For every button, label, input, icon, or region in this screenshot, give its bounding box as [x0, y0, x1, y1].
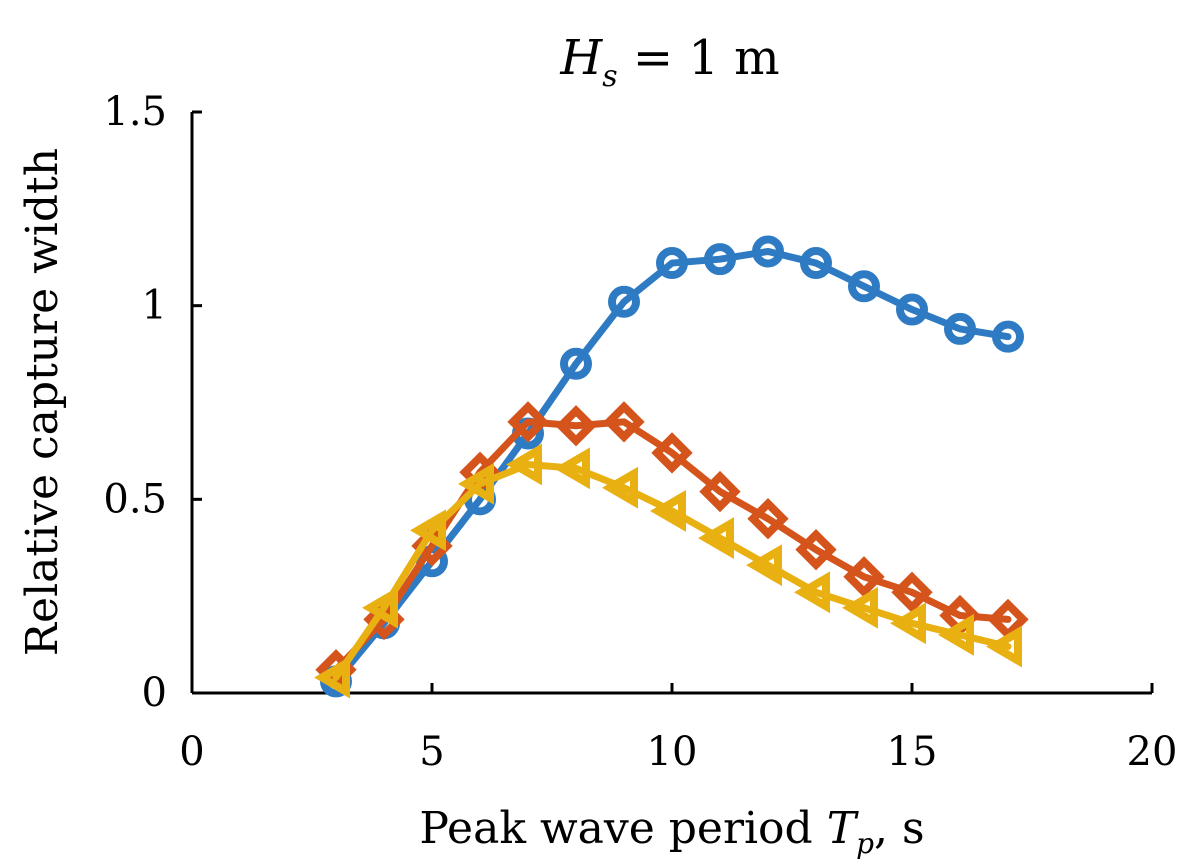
data-point-diamond	[747, 498, 789, 540]
data-point-triangle	[890, 602, 926, 645]
y-tick-label: 1	[142, 283, 167, 329]
data-point-circle	[848, 270, 880, 303]
series-3	[314, 443, 1022, 699]
labels: 0 5 10 15 20 0 0.5 1 1.5 Hs = 1 m Peak wave period…	[17, 30, 1177, 860]
axes	[190, 110, 1154, 695]
data-point-diamond	[651, 432, 693, 474]
data-point-triangle	[794, 571, 830, 614]
data-point-triangle	[458, 462, 494, 505]
data-point-triangle	[362, 586, 398, 629]
data-point-diamond	[699, 470, 741, 513]
data-point-triangle	[410, 509, 446, 552]
data-point-circle	[800, 247, 832, 280]
x-tick-label: 5	[419, 729, 444, 775]
chart-title: Hs = 1 m	[559, 30, 779, 94]
data-point-circle	[944, 312, 976, 345]
data-point-circle	[896, 293, 928, 326]
data-point-triangle	[842, 586, 878, 629]
data-point-triangle	[938, 613, 974, 656]
data-point-diamond	[891, 571, 933, 613]
data-point-diamond	[507, 401, 549, 443]
data-point-circle	[704, 243, 736, 276]
data-point-diamond	[603, 401, 645, 443]
data-point-triangle	[746, 544, 782, 587]
data-point-circle	[992, 320, 1024, 353]
data-point-triangle	[650, 489, 686, 532]
data-point-triangle	[554, 447, 590, 490]
x-tick-label: 0	[179, 729, 204, 775]
data-point-triangle	[698, 517, 734, 560]
data-point-diamond	[555, 405, 597, 447]
series-line	[332, 460, 1012, 682]
data-point-triangle	[314, 656, 350, 699]
data-point-triangle	[986, 625, 1022, 668]
y-tick-label: 0.5	[103, 476, 167, 522]
y-tick-label: 1.5	[103, 89, 167, 135]
data-point-circle	[752, 235, 784, 268]
data-point-triangle	[602, 466, 638, 509]
data-point-triangle	[506, 443, 542, 486]
series-line	[332, 418, 1012, 674]
x-tick-label: 15	[887, 729, 938, 775]
y-tick-label: 0	[142, 670, 167, 716]
series-line	[332, 247, 1012, 685]
data-point-circle	[608, 285, 640, 318]
data-point-diamond	[795, 529, 837, 571]
data-point-circle	[656, 247, 688, 280]
y-axis-label: Relative capture width	[17, 148, 68, 656]
x-axis-label: Peak wave period Tp, s	[419, 803, 924, 860]
series-layer	[314, 235, 1029, 699]
data-point-circle	[560, 347, 592, 380]
x-tick-label: 10	[647, 729, 698, 775]
data-point-diamond	[843, 556, 885, 598]
x-tick-label: 20	[1127, 729, 1178, 775]
